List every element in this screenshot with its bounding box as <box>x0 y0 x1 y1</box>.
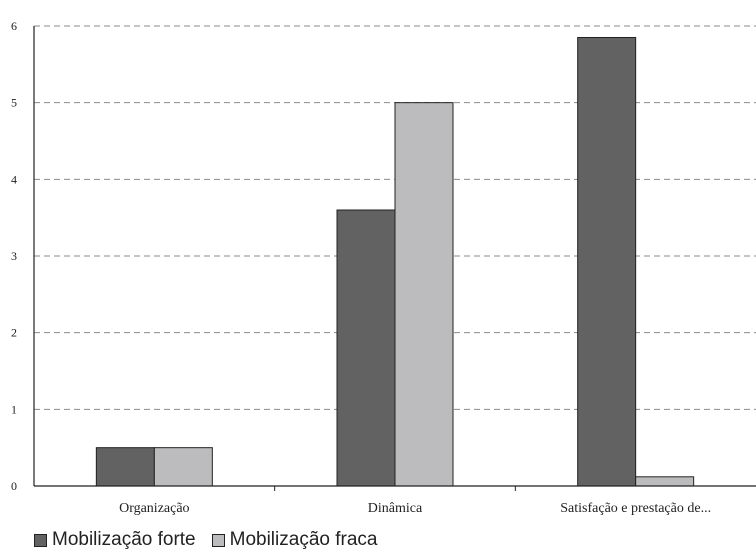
x-category-label: Organização <box>119 501 189 516</box>
x-category-labels: Organização Dinâmica Satisfação e prestaçã… <box>119 501 711 516</box>
y-tick-label: 2 <box>11 326 17 340</box>
y-tick-label: 1 <box>11 402 17 416</box>
bars <box>95 37 695 487</box>
bar-2-3 <box>635 476 695 487</box>
x-tick-marks <box>274 486 516 491</box>
bar-1-1 <box>95 447 155 487</box>
x-category-label: Satisfação e prestação de... <box>560 501 711 516</box>
y-tick-label: 0 <box>11 479 17 493</box>
y-tick-label: 4 <box>11 172 17 186</box>
y-tick-label: 5 <box>11 96 17 110</box>
legend-label-series-1: Mobilização forte <box>52 529 196 550</box>
x-category-label: Dinâmica <box>368 501 423 516</box>
legend: Mobilização forte Mobilização fraca <box>34 529 393 551</box>
y-tick-labels: 0 1 2 3 4 5 6 <box>11 19 17 493</box>
bar-1-2 <box>336 209 396 487</box>
bar-2-1 <box>153 447 213 487</box>
legend-item-series-1: Mobilização forte <box>34 529 196 551</box>
legend-item-series-2: Mobilização fraca <box>211 529 378 551</box>
y-tick-label: 3 <box>11 249 17 263</box>
legend-swatch-series-1 <box>34 533 47 547</box>
legend-label-series-2: Mobilização fraca <box>229 529 378 550</box>
bar-chart: 0 1 2 3 4 5 6 Organização Dinâmica Satisfação e … <box>11 19 756 516</box>
legend-swatch-series-2 <box>211 533 225 547</box>
y-tick-label: 6 <box>11 19 17 33</box>
bar-1-3 <box>577 37 637 487</box>
bar-2-2 <box>394 102 454 487</box>
